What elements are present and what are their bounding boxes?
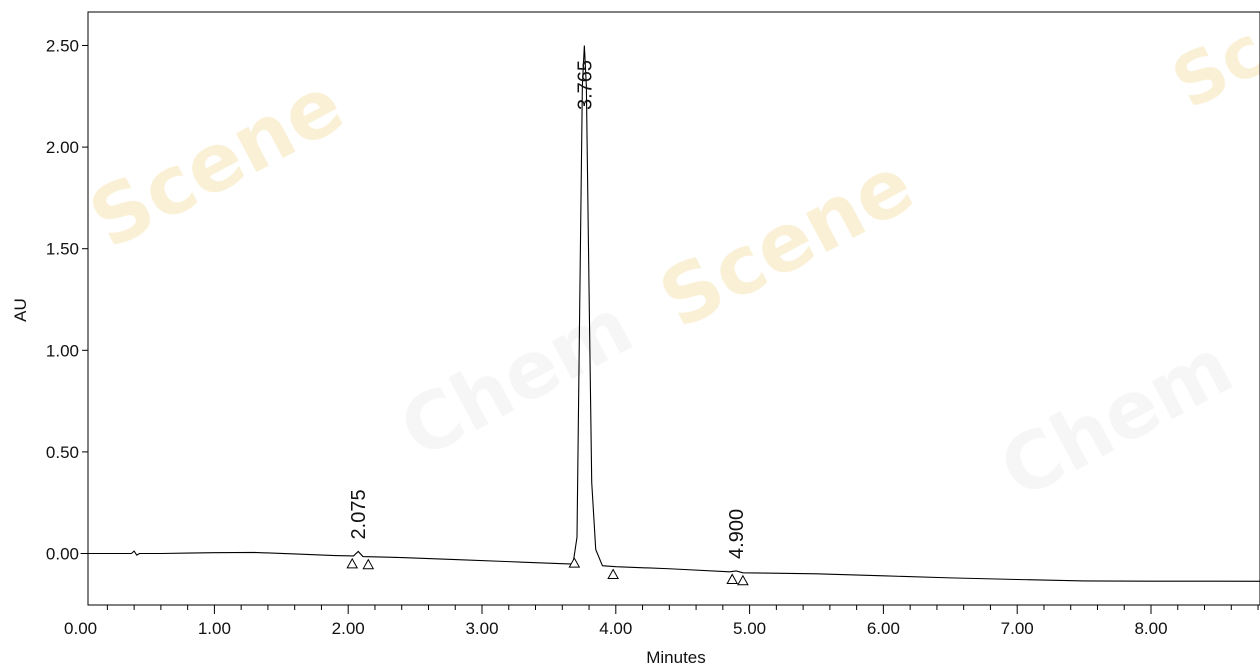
- peak-label: 2.075: [348, 489, 370, 539]
- y-tick-label: 0.50: [46, 443, 79, 462]
- x-tick-label: 6.00: [867, 619, 900, 638]
- x-tick-label: 0.00: [64, 619, 97, 638]
- y-tick-label: 2.50: [46, 37, 79, 56]
- y-tick-label: 1.50: [46, 240, 79, 259]
- x-tick-label: 1.00: [198, 619, 231, 638]
- peak-label: 4.900: [726, 509, 748, 559]
- peak-boundary-marker: [568, 557, 581, 568]
- svg-text:Scene: Scene: [645, 138, 928, 347]
- y-tick-label: 2.00: [46, 138, 79, 157]
- plot-frame: [87, 11, 1260, 606]
- y-tick-label: 1.00: [46, 341, 79, 360]
- peak-boundary-marker: [737, 574, 749, 586]
- watermark-logo: Scene Scene Chem Chem Sc: [75, 9, 1260, 516]
- peak-boundary-marker: [607, 568, 619, 580]
- x-tick-label: 8.00: [1134, 619, 1167, 638]
- x-axis-title: Minutes: [646, 648, 706, 667]
- peak-boundary-marker: [346, 557, 359, 569]
- peak-annotations: 2.075 3.765 4.900: [346, 60, 749, 586]
- svg-text:Scene: Scene: [75, 58, 358, 267]
- svg-text:Sc: Sc: [1159, 9, 1260, 125]
- x-tick-label: 2.00: [332, 619, 365, 638]
- x-axis: 0.00 1.00 2.00 3.00 4.00 5.00 6.00 7.00 8.00: [64, 605, 1259, 638]
- x-tick-label: 4.00: [599, 619, 632, 638]
- chromatogram-trace: [80, 45, 1260, 582]
- y-axis: 0.00 0.50 1.00 1.50 2.00 2.50: [46, 37, 88, 564]
- y-axis-title: AU: [11, 298, 30, 322]
- x-tick-label: 7.00: [1001, 619, 1034, 638]
- y-tick-label: 0.00: [46, 545, 79, 564]
- peak-label: 3.765: [574, 60, 596, 110]
- x-tick-label: 5.00: [733, 619, 766, 638]
- peak-boundary-marker: [726, 573, 739, 584]
- svg-text:Chem: Chem: [987, 321, 1247, 516]
- peak-boundary-marker: [362, 558, 375, 570]
- svg-text:Chem: Chem: [387, 281, 647, 476]
- x-tick-label: 3.00: [465, 619, 498, 638]
